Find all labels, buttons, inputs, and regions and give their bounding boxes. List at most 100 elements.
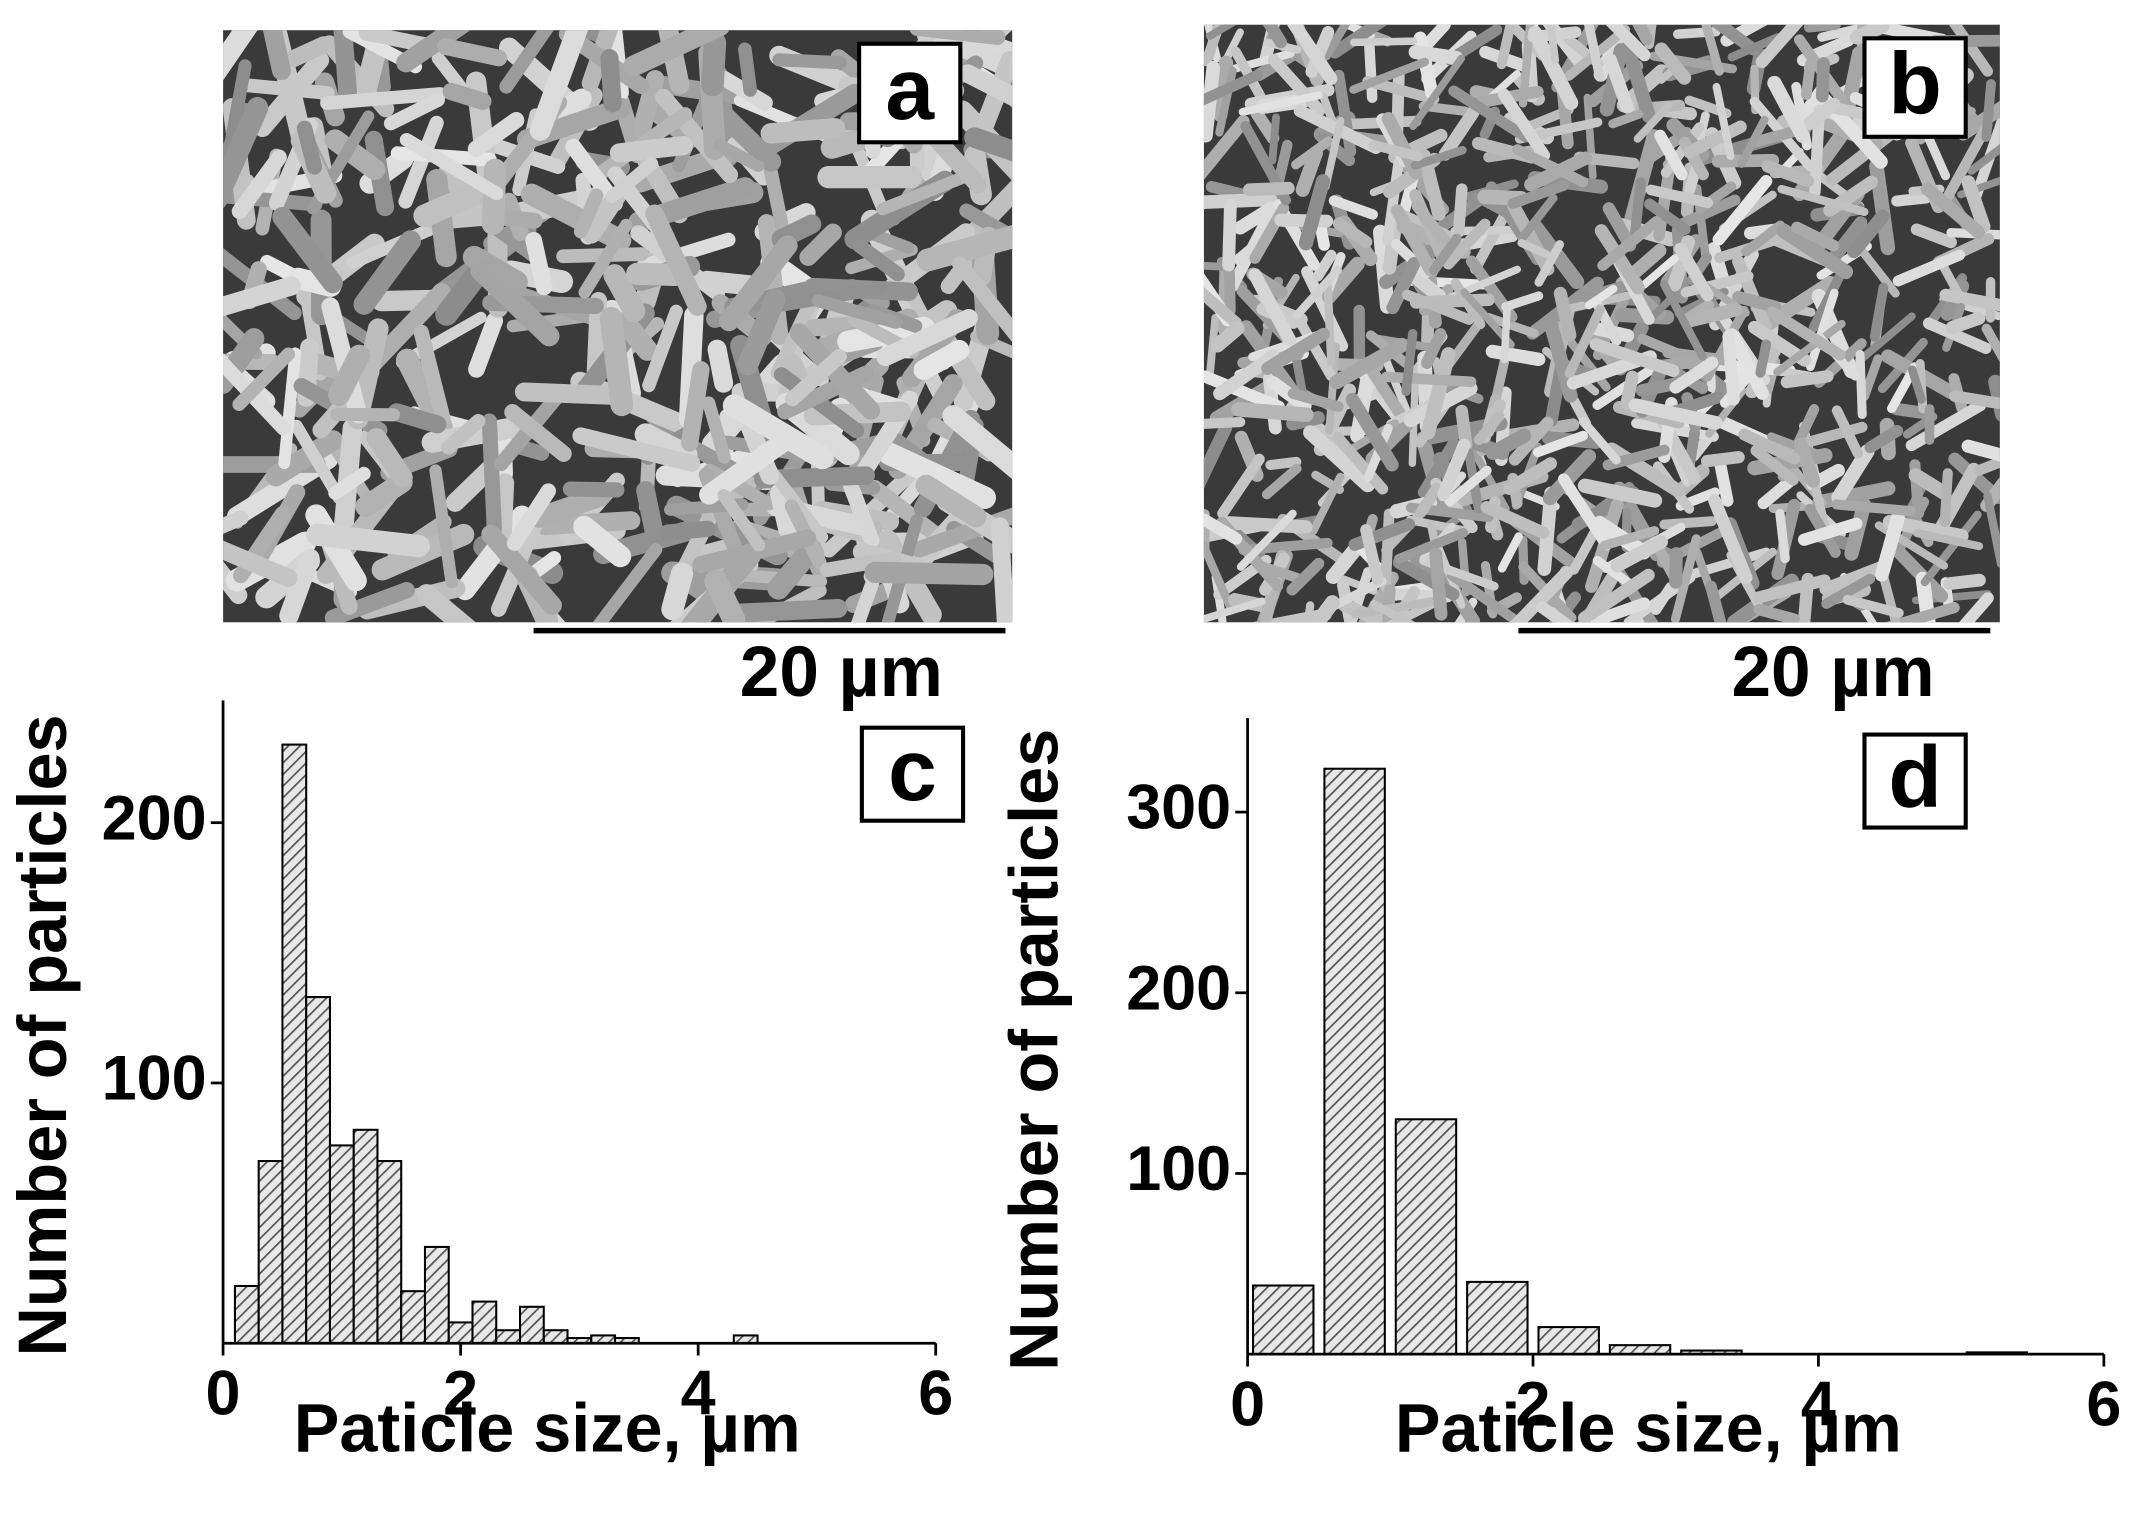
sem-rod [655,88,739,184]
sem-rod [1203,421,1233,489]
sem-rod [1725,328,1769,400]
sem-rod [1480,501,1550,539]
sem-rod [1287,388,1344,412]
x-axis-label: Paticle size, µm [294,1391,801,1467]
x-tick-label: 2 [1516,1370,1551,1440]
sem-rod [1825,216,1868,267]
sem-rod [353,230,421,315]
sem-rod [1470,208,1511,275]
sem-rod [1797,517,1863,546]
sem-rod [1528,26,1579,110]
sem-rod [1620,370,1639,410]
sem-rod [1483,312,1539,338]
sem-rod [1650,582,1676,615]
sem-rod [1732,290,1782,313]
sem-rod [1981,79,1996,142]
x-tick-label: 0 [206,1359,241,1429]
sem-rod [1203,417,1246,429]
sem-rod [599,307,634,417]
sem-rod [1349,57,1430,94]
sem-rod [1712,174,1773,246]
sem-rod [416,584,476,623]
sem-rod [223,276,301,317]
sem-rod [1592,556,1633,587]
sem-rod [1448,85,1532,143]
sem-rod [1564,304,1606,379]
sem-rod [387,403,447,434]
sem-rod [262,30,291,81]
sem-rod [1381,371,1477,388]
sem-rod [1669,356,1719,394]
histogram-bar [447,1321,474,1345]
sem-rod [1565,289,1642,313]
x-tick-label: 0 [1230,1370,1265,1440]
sem-rod [1248,268,1297,347]
sem-rod [1589,338,1680,377]
sem-rod [609,135,694,163]
sem-rod [1503,457,1557,495]
sem-rod [1908,468,1951,500]
sem-rod [1386,257,1421,315]
sem-rod [1741,220,1786,257]
scale-bar-label: 20 µm [1731,633,1934,712]
sem-rod [811,294,903,329]
sem-rod [1223,265,1236,316]
sem-rod [1777,184,1869,217]
sem-rod [1701,451,1745,468]
sem-rod [1821,573,1876,609]
sem-rod [1819,561,1887,596]
sem-rod [1674,242,1714,302]
sem-rod [1452,183,1468,238]
sem-rod [1907,365,1926,404]
sem-rod [1797,572,1815,623]
sem-rod [1761,160,1815,188]
sem-rod [1780,370,1834,389]
sem-rod [729,599,848,623]
sem-rod [525,232,553,296]
sem-rod [1961,175,1991,234]
sem-rod [1274,213,1334,228]
sem-rod [1236,509,1297,571]
sem-rod [1233,201,1278,235]
sem-rod [1350,37,1418,47]
sem-rod [1500,304,1511,364]
sem-rod [1713,455,1734,507]
sem-rod [1640,254,1680,289]
sem-rod [1292,265,1342,320]
sem-rod [413,324,451,426]
sem-rod [1429,547,1448,621]
sem-rod [441,414,486,455]
x-tick-label: 6 [918,1359,953,1429]
sem-rod [681,361,710,452]
sem-rod [1961,439,2000,462]
sem-rod [1401,289,1475,325]
sem-rod [1390,204,1437,277]
sem-rod [864,561,994,586]
histogram-bar [542,1329,569,1345]
histogram-bar [518,1305,545,1345]
sem-rod [470,260,560,347]
sem-rod [1421,328,1447,369]
sem-rod [223,510,249,534]
sem-rod [916,225,1013,272]
sem-rod [1265,456,1302,470]
sem-rod [915,474,987,528]
sem-rod [704,569,746,623]
sem-rod [1645,184,1714,209]
sem-rod [1286,557,1325,596]
sem-rod [1497,532,1523,573]
sem-rod [1411,200,1456,253]
sem-rod [1542,449,1597,506]
sem-rod [573,515,632,568]
sem-rod [718,235,798,332]
sem-rod [1618,33,1656,124]
sem-rod [1508,416,1554,466]
sem-rod [1808,273,1844,333]
sem-rod [481,413,502,537]
sem-rod [1325,541,1364,585]
sem-rod [442,82,492,110]
sem-rod [799,223,842,266]
sem-rod [1802,97,1841,131]
sem-rod [1755,24,1804,69]
